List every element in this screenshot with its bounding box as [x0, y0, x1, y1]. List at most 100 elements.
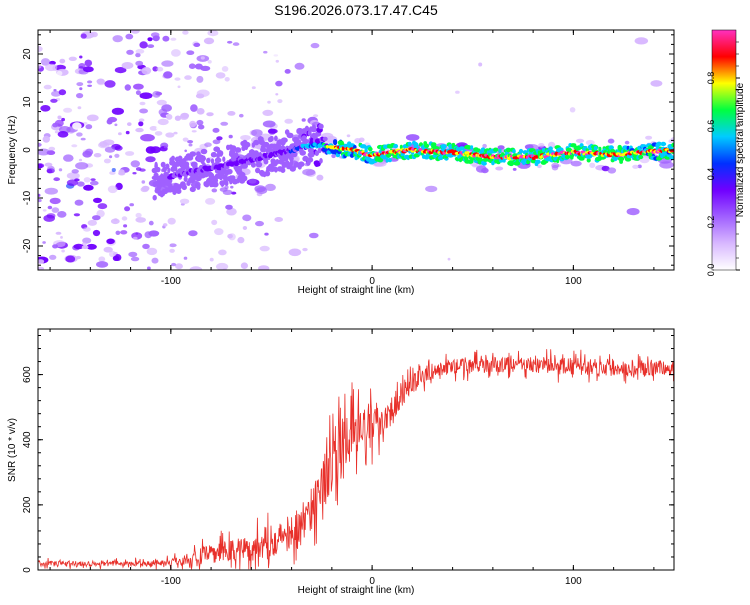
spectrogram-ridge-halo — [196, 151, 201, 157]
spectrogram-noise-cell — [126, 49, 134, 55]
spectrogram-ridge-halo — [368, 146, 373, 152]
spectrogram-ridge-halo — [273, 167, 278, 173]
spectrogram-noise-cell — [123, 224, 128, 228]
spectrogram-noise-cell — [111, 168, 116, 172]
spectrogram-ridge-halo — [160, 161, 166, 168]
spectrogram-noise-cell — [109, 155, 113, 159]
spectrogram-ridge-halo — [467, 159, 474, 164]
spectrogram-noise-cell — [135, 49, 145, 54]
spectrogram-noise-cell — [551, 164, 559, 171]
spectrogram-noise-cell — [478, 62, 483, 67]
spectrogram-ridge-halo — [286, 132, 294, 139]
spectrogram-noise-cell — [202, 30, 208, 34]
spectrogram-noise-cell — [124, 206, 131, 212]
spectrogram-noise-cell — [52, 244, 59, 249]
spectrogram-ridge-halo — [415, 142, 419, 148]
spectrogram-noise-cell — [92, 229, 101, 237]
spectrogram-noise-cell — [440, 128, 449, 134]
spectrogram-noise-cell — [537, 164, 542, 169]
spectrogram-noise-cell — [205, 198, 216, 205]
spectrogram-ridge-halo — [167, 167, 171, 174]
spectrogram-noise-cell — [114, 67, 127, 74]
spectrogram-noise-cell — [92, 215, 101, 221]
spectrogram-noise-cell — [79, 55, 83, 59]
spectrogram-noise-cell — [187, 140, 194, 144]
snr-panel: -100 0 100 0 200 400 600 Height of straight l… — [7, 328, 675, 596]
spectrogram-ridge-halo — [579, 143, 584, 148]
spectrogram-noise-cell — [129, 203, 134, 207]
spectrogram-ridge-halo — [305, 125, 309, 132]
spectrogram-noise-cell — [147, 44, 155, 48]
spectrogram-noise-cell — [130, 30, 140, 34]
spectrogram-ridge-halo — [289, 155, 294, 162]
spectrogram-noise-cell — [135, 60, 144, 66]
spectrogram-noise-cell — [277, 99, 283, 104]
spectrogram-noise-cell — [87, 80, 93, 84]
spectrogram-noise-cell — [186, 50, 195, 55]
spectrogram-noise-cell — [78, 158, 83, 162]
spectrogram-noise-cell — [256, 186, 268, 195]
snr-frame — [37, 328, 675, 571]
spectrogram-noise-cell — [90, 31, 98, 38]
spectrogram-noise-cell — [301, 118, 306, 122]
spectrogram-noise-cell — [339, 212, 349, 219]
spectrogram-noise-cell — [127, 122, 132, 126]
spectrogram-noise-cell — [83, 227, 91, 232]
spectrogram-noise-cell — [126, 141, 133, 146]
spectrogram-ridge-halo — [280, 167, 286, 173]
spectrogram-noise-cell — [76, 181, 85, 187]
spectrogram-x-label: Height of straight line (km) — [298, 285, 415, 296]
spectrogram-noise-cell — [51, 90, 61, 97]
spectrogram-noise-cell — [48, 146, 56, 151]
spectrogram-ridge-halo — [250, 162, 256, 168]
spectrogram-noise-cell — [103, 158, 111, 164]
spectrogram-noise-cell — [149, 125, 158, 131]
spectrogram-noise-cell — [177, 85, 181, 89]
colorbar-tick-label: 0.6 — [706, 120, 716, 133]
spectrogram-noise-cell — [147, 37, 153, 42]
spectrogram-noise-cell — [54, 130, 60, 134]
spectrogram-noise-cell — [281, 220, 291, 226]
spectrogram-noise-cell — [60, 236, 63, 239]
spectrogram-noise-cell — [575, 138, 585, 143]
spectrogram-noise-cell — [171, 262, 177, 267]
spectrogram-noise-cell — [140, 134, 155, 142]
spectrogram-noise-cell — [212, 139, 221, 145]
spectrogram-noise-cell — [38, 64, 42, 69]
spectrogram-ridge-halo — [470, 145, 474, 150]
spectrogram-noise-cell — [570, 160, 582, 167]
spectrogram-noise-cell — [132, 172, 137, 175]
spectrogram-ridge-halo — [564, 154, 571, 160]
spectrogram-noise-cell — [174, 41, 181, 47]
spectrogram-ridge-halo — [171, 155, 175, 162]
spectrogram-noise-cell — [163, 265, 171, 270]
spectrogram-noise-cell — [632, 164, 639, 169]
spectrogram-ridge-halo — [548, 146, 553, 151]
spectrogram-noise-cell — [256, 70, 263, 77]
spectrogram-ridge-halo — [183, 176, 188, 182]
spectrogram-noise-cell — [267, 100, 271, 104]
spectrogram-ridge-halo — [315, 161, 321, 167]
spectrogram-noise-cell — [68, 56, 77, 61]
spectrogram-ridge-halo — [518, 148, 524, 154]
spectrogram-noise-cell — [52, 122, 59, 128]
spectrogram-noise-cell — [66, 172, 80, 180]
spectrogram-noise-cell — [248, 178, 257, 184]
spectrogram-ridge-halo — [196, 184, 201, 190]
spectrogram-ridge-halo — [296, 127, 304, 134]
spectrogram-noise-cell — [74, 178, 80, 182]
spectrogram-noise-cell — [76, 93, 84, 99]
spectrogram-noise-cell — [91, 100, 99, 105]
spectrogram-ridge-halo — [202, 155, 206, 162]
spectrogram-noise-cell — [154, 131, 163, 136]
spectrogram-noise-cell — [221, 66, 229, 72]
spectrogram-noise-cell — [200, 56, 205, 60]
spectrogram-noise-cell — [55, 231, 62, 235]
spectrogram-noise-cell — [150, 32, 160, 38]
spectrogram-noise-cell — [118, 132, 122, 136]
spectrogram-noise-cell — [239, 113, 244, 118]
spectrogram-noise-cell — [71, 144, 78, 148]
spectrogram-noise-cell — [173, 131, 178, 135]
spectrogram-noise-cell — [188, 63, 196, 69]
spectrogram-noise-cell — [44, 162, 53, 167]
